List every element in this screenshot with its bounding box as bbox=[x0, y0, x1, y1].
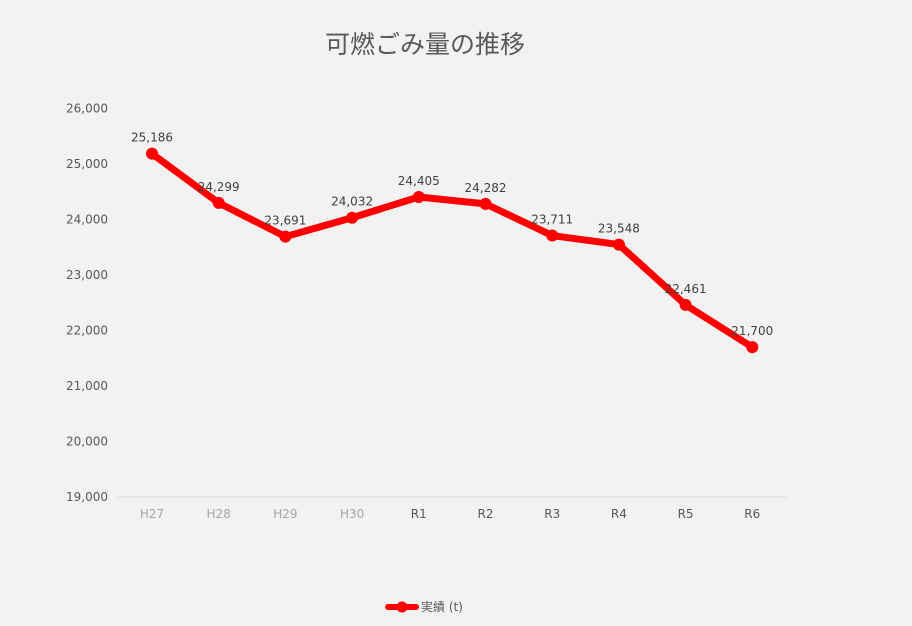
x-tick-label: R2 bbox=[478, 507, 494, 521]
data-point-marker bbox=[346, 211, 359, 224]
y-tick-label: 19,000 bbox=[66, 490, 108, 504]
data-point-marker bbox=[546, 229, 559, 242]
x-tick-label: H30 bbox=[340, 507, 364, 521]
x-tick-label: H28 bbox=[207, 507, 231, 521]
data-label: 24,299 bbox=[198, 180, 240, 194]
data-point-marker bbox=[146, 147, 158, 160]
data-point-marker bbox=[746, 341, 759, 354]
legend-marker-icon bbox=[396, 601, 408, 613]
y-tick-label: 24,000 bbox=[66, 213, 108, 227]
data-point-marker bbox=[479, 197, 492, 210]
chart-title: 可燃ごみ量の推移 bbox=[325, 30, 525, 59]
y-tick-label: 20,000 bbox=[66, 435, 108, 449]
data-label: 24,405 bbox=[398, 174, 440, 188]
x-tick-label: R4 bbox=[611, 507, 627, 521]
y-tick-label: 25,000 bbox=[66, 157, 108, 171]
x-tick-label: R5 bbox=[678, 507, 694, 521]
y-tick-label: 22,000 bbox=[66, 324, 108, 338]
data-label: 25,186 bbox=[131, 131, 173, 145]
x-tick-label: H29 bbox=[273, 507, 297, 521]
legend-label: 実績 (t) bbox=[421, 599, 463, 614]
y-tick-label: 26,000 bbox=[66, 102, 108, 116]
data-label: 21,700 bbox=[731, 324, 773, 338]
x-axis: H27 H28 H29 H30 R1 R2 R3 R4 R5 R6 bbox=[140, 507, 760, 521]
data-point-marker bbox=[412, 191, 425, 204]
data-point-marker bbox=[612, 238, 625, 251]
x-tick-label: R3 bbox=[544, 507, 560, 521]
series-line bbox=[148, 150, 756, 351]
y-tick-label: 21,000 bbox=[66, 379, 108, 393]
data-label: 22,461 bbox=[665, 282, 707, 296]
data-label: 23,548 bbox=[598, 222, 640, 236]
data-point-marker bbox=[279, 230, 292, 243]
data-label: 24,282 bbox=[465, 181, 507, 195]
data-point-marker bbox=[679, 298, 692, 311]
y-tick-label: 23,000 bbox=[66, 268, 108, 282]
data-label: 24,032 bbox=[331, 195, 373, 209]
data-point-marker bbox=[212, 196, 225, 209]
data-label: 23,711 bbox=[531, 213, 573, 227]
x-tick-label: R6 bbox=[744, 507, 760, 521]
x-tick-label: R1 bbox=[411, 507, 427, 521]
series-markers bbox=[146, 147, 759, 354]
legend: 実績 (t) bbox=[385, 599, 463, 614]
x-tick-label: H27 bbox=[140, 507, 164, 521]
data-labels: 25,186 24,299 23,691 24,032 24,405 24,282 23,7… bbox=[131, 131, 773, 338]
y-axis: 19,000 20,000 21,000 22,000 23,000 24,000 25,0… bbox=[66, 102, 108, 505]
data-label: 23,691 bbox=[264, 214, 306, 228]
